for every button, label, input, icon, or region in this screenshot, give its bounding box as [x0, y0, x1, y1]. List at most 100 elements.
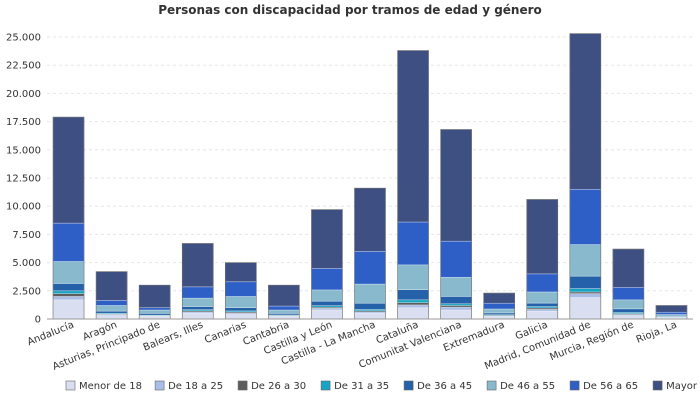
bar-segment — [52, 290, 85, 294]
x-tick-label: Andalucía — [26, 319, 76, 349]
bar-segment — [397, 289, 429, 301]
legend-item: Menor de 18 — [65, 380, 142, 392]
legend-label: Menor de 18 — [79, 381, 142, 392]
y-tick-label: 12.500 — [6, 174, 41, 185]
bar-segment — [612, 315, 645, 320]
bar-stack — [655, 305, 688, 320]
bar-segment — [311, 300, 343, 306]
bar-segment — [268, 309, 300, 314]
bar-segment — [483, 308, 516, 314]
bar-segment — [95, 310, 128, 314]
bars — [52, 33, 688, 320]
bar-segment — [440, 296, 472, 305]
legend-swatch — [486, 380, 497, 391]
bar-stack — [397, 50, 429, 320]
bar-stack — [483, 292, 516, 320]
bar-segment — [397, 299, 429, 303]
bar-segment — [52, 299, 85, 320]
bar-segment — [569, 293, 602, 298]
bar-segment — [354, 187, 386, 252]
bar-segment — [612, 248, 645, 288]
bar-segment — [181, 243, 214, 288]
bar-segment — [354, 313, 386, 320]
bar-segment — [397, 221, 429, 266]
bar-segment — [138, 309, 171, 314]
bar-segment — [397, 307, 429, 320]
chart-title: Personas con discapacidad por tramos de … — [158, 3, 542, 17]
bar-segment — [52, 296, 85, 301]
bar-segment — [95, 305, 128, 312]
bar-segment — [569, 297, 602, 320]
bar-segment — [52, 293, 85, 297]
bar-segment — [440, 276, 472, 297]
bar-segment — [181, 286, 214, 299]
bar-segment — [354, 251, 386, 285]
legend: Menor de 18 De 18 a 25 De 26 a 30 De 31 a 3… — [65, 380, 700, 392]
bar-segment — [224, 307, 257, 312]
bar-segment — [526, 199, 559, 275]
bar-segment — [440, 129, 472, 242]
bar-stack — [224, 262, 257, 320]
bar-segment — [311, 209, 343, 269]
bar-segment — [440, 309, 472, 320]
bar-segment — [52, 283, 85, 292]
bar-stack — [569, 33, 602, 320]
y-tick-label: 10.000 — [6, 202, 41, 213]
bar-segment — [52, 116, 85, 224]
bar-stack — [612, 248, 645, 320]
y-tick-label: 25.000 — [6, 33, 41, 44]
bar-segment — [569, 33, 602, 190]
y-tick-label: 17.500 — [6, 117, 41, 128]
legend-swatch — [569, 380, 580, 391]
bar-segment — [612, 308, 645, 313]
bar-segment — [181, 313, 214, 320]
bar-segment — [224, 262, 257, 283]
legend-swatch — [237, 380, 248, 391]
bar-segment — [95, 271, 128, 301]
y-tick-label: 5.000 — [12, 258, 41, 269]
bar-segment — [52, 222, 85, 262]
legend-swatch — [65, 380, 76, 391]
legend-item: De 18 a 25 — [154, 380, 223, 392]
bar-stack — [311, 209, 343, 320]
bar-stack — [440, 129, 472, 320]
bar-segment — [655, 305, 688, 313]
y-tick-label: 2.500 — [12, 286, 41, 297]
bar-segment — [224, 296, 257, 309]
bar-segment — [397, 50, 429, 223]
legend-swatch — [652, 380, 663, 391]
legend-swatch — [320, 380, 331, 391]
bar-segment — [311, 289, 343, 302]
bar-segment — [138, 307, 171, 311]
bar-segment — [569, 275, 602, 289]
bar-segment — [483, 292, 516, 304]
bar-segment — [526, 273, 559, 293]
bar-segment — [526, 310, 559, 320]
bar-stack — [354, 187, 386, 320]
bar-stack — [526, 199, 559, 320]
legend-item: De 26 a 30 — [237, 380, 306, 392]
bar-segment — [138, 284, 171, 309]
y-tick-label: 20.000 — [6, 89, 41, 100]
bar-segment — [440, 240, 472, 278]
bar-segment — [95, 300, 128, 306]
bar-stack — [95, 271, 128, 320]
bar-segment — [397, 302, 429, 306]
bar-segment — [224, 314, 257, 320]
bar-segment — [224, 281, 257, 297]
bar-segment — [612, 287, 645, 301]
bar-segment — [569, 188, 602, 245]
bar-stack — [138, 284, 171, 320]
bar-segment — [526, 302, 559, 307]
y-tick-label: 22.500 — [6, 61, 41, 72]
legend-label: De 36 a 45 — [417, 381, 472, 392]
legend-label: Mayor de 65 — [666, 381, 700, 392]
x-tick-label: Rioja, La — [635, 320, 679, 346]
bar-segment — [397, 304, 429, 309]
legend-item: De 56 a 65 — [569, 380, 638, 392]
legend-label: De 46 a 55 — [500, 381, 555, 392]
x-tick-label: Canarias — [203, 320, 248, 347]
bar-segment — [655, 311, 688, 315]
